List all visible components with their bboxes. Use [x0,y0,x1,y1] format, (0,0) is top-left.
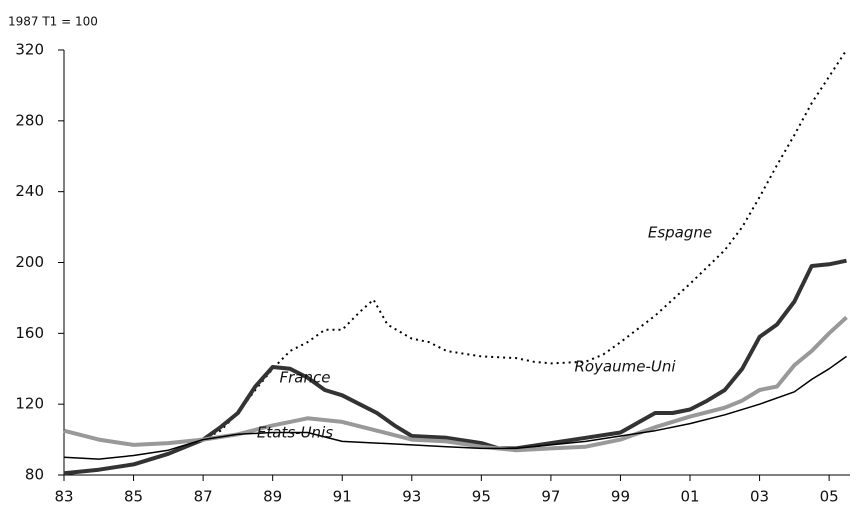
y-tick-label: 240 [15,182,44,200]
x-tick-label: 91 [333,488,352,506]
x-tick-label: 03 [750,488,769,506]
x-tick-label: 01 [680,488,699,506]
series-line [63,355,847,460]
y-tick-label: 120 [15,395,44,413]
y-tick-label: 80 [25,466,44,484]
y-tick-label: 160 [15,324,44,342]
x-tick-label: 95 [472,488,491,506]
x-tick-label: 99 [611,488,630,506]
x-tick-label: 93 [402,488,421,506]
series-label: France [280,369,331,387]
y-tick-label: 320 [15,41,44,59]
x-tick-label: 85 [124,488,143,506]
x-tick-label: 97 [541,488,560,506]
x-tick-label: 83 [54,488,73,506]
y-tick-label: 200 [15,253,44,271]
x-tick-label: 89 [263,488,282,506]
series-line [63,258,847,476]
x-tick-label: 87 [194,488,213,506]
x-tick-label: 05 [820,488,839,506]
series-label: Etats-Unis [257,424,333,442]
series-line [202,49,848,441]
y-tick-label: 280 [15,111,44,129]
series-label: Royaume-Uni [574,358,676,376]
chart-subtitle: 1987 T1 = 100 [8,15,98,29]
series-label: Espagne [648,224,712,242]
